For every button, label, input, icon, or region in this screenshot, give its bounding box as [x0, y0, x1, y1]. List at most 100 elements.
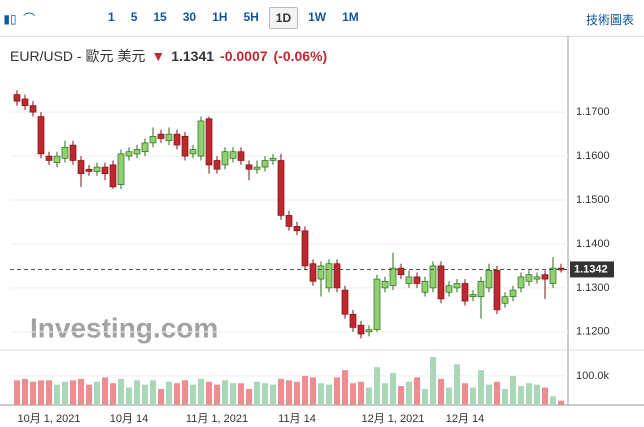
volume-bar: [470, 387, 476, 405]
volume-bar: [230, 383, 236, 405]
volume-bar: [294, 381, 300, 405]
candle-body: [493, 269, 501, 311]
candle-body: [349, 313, 357, 328]
volume-bar: [270, 384, 276, 405]
volume-bar: [166, 381, 172, 405]
volume-tick-label: 100.0k: [576, 370, 610, 382]
tools-button[interactable]: 技術圖表: [585, 13, 634, 27]
volume-bar: [174, 383, 180, 405]
candle-body: [325, 263, 333, 289]
volume-bar: [454, 364, 460, 405]
candle-body: [93, 166, 101, 172]
interval-button[interactable]: 5H: [243, 10, 259, 24]
last-price-label: 1.1342: [574, 263, 608, 275]
candle-body: [149, 135, 157, 144]
volume-bar: [54, 384, 60, 405]
volume-bar: [246, 389, 252, 405]
volume-bar: [14, 380, 20, 405]
candle-body: [117, 153, 125, 185]
toolbar: ▮▯ ⌒ 1 5 15 30 1H 5H 1D 1W 1M: [0, 0, 644, 37]
candle-body: [445, 285, 453, 293]
interval-button[interactable]: 5: [130, 10, 138, 24]
candle-body: [53, 155, 61, 164]
candle-body: [157, 133, 165, 139]
x-tick-label: 11月 14: [278, 413, 316, 425]
volume-bar: [310, 377, 316, 405]
candle-body: [317, 265, 325, 280]
y-tick-label: 1.1600: [576, 150, 610, 162]
candle-body: [85, 168, 93, 172]
interval-button[interactable]: 1H: [212, 10, 228, 24]
price: 1.1341: [171, 48, 215, 64]
candle-body: [301, 230, 309, 267]
change-pct: (-0.06%): [273, 48, 328, 64]
interval-button[interactable]: 1: [108, 10, 115, 24]
interval-button[interactable]: 1M: [342, 10, 359, 24]
interval-button[interactable]: 1W: [308, 10, 327, 24]
down-arrow: ▼: [151, 48, 166, 64]
volume-bar: [134, 380, 140, 405]
volume-bar: [238, 383, 244, 405]
candle-body: [189, 149, 197, 155]
volume-bar: [534, 384, 540, 405]
volume-bar: [110, 383, 116, 405]
candle-body: [381, 280, 389, 289]
candle-body: [509, 289, 517, 298]
candle-body: [21, 98, 29, 106]
volume-bar: [278, 378, 284, 405]
volume-bar: [214, 384, 220, 405]
watermark: Investing.com: [30, 312, 218, 343]
interval-button[interactable]: 30: [182, 10, 197, 24]
candle-body: [125, 151, 133, 157]
candle-body: [77, 160, 85, 175]
volume-bar: [430, 357, 436, 405]
candle-body: [397, 267, 405, 276]
candle-body: [69, 144, 77, 161]
volume-bar: [422, 389, 428, 405]
volume-bar: [526, 383, 532, 405]
candle-body: [413, 276, 421, 284]
candle-body: [365, 329, 373, 333]
candle-body: [197, 120, 205, 157]
volume-bar: [38, 380, 44, 405]
volume-bar: [86, 384, 92, 405]
volume-bar: [326, 384, 332, 405]
volume-bar: [142, 384, 148, 405]
candle-body: [541, 274, 549, 280]
volume-bar: [382, 383, 388, 405]
interval-button[interactable]: 1D: [268, 7, 299, 29]
candle-body: [141, 142, 149, 153]
volume-bar: [182, 380, 188, 405]
volume-bar: [46, 380, 52, 405]
x-tick-label: 11月 1, 2021: [186, 413, 248, 425]
volume-bar: [518, 386, 524, 405]
volume-bar: [406, 381, 412, 405]
candle-body: [181, 135, 189, 157]
candle-body: [309, 263, 317, 282]
interval-button[interactable]: 15: [153, 10, 167, 24]
candle-body: [101, 166, 109, 175]
candle-body: [13, 94, 21, 102]
volume-bar: [366, 387, 372, 405]
header: EUR/USD - 歐元 美元 ▼ 1.1341 -0.0007 (-0.06%…: [10, 46, 327, 66]
volume-bar: [102, 377, 108, 405]
candle-body: [237, 151, 245, 161]
volume-bar: [262, 383, 268, 405]
volume-bar: [374, 367, 380, 405]
volume-bar: [446, 387, 452, 405]
volume-bar: [254, 381, 260, 405]
y-tick-label: 1.1500: [576, 194, 610, 206]
candle-body: [341, 289, 349, 315]
volume-bar: [398, 386, 404, 405]
last-price-box: [570, 261, 614, 278]
candle-body: [269, 157, 277, 161]
candle-body: [205, 118, 213, 166]
candle-body: [469, 294, 477, 298]
candle-body: [437, 265, 445, 300]
chart-type-icons[interactable]: ▮▯ ⌒: [0, 11, 36, 26]
volume-bar: [190, 384, 196, 405]
volume-bar: [94, 381, 100, 405]
candle-body: [333, 263, 341, 289]
